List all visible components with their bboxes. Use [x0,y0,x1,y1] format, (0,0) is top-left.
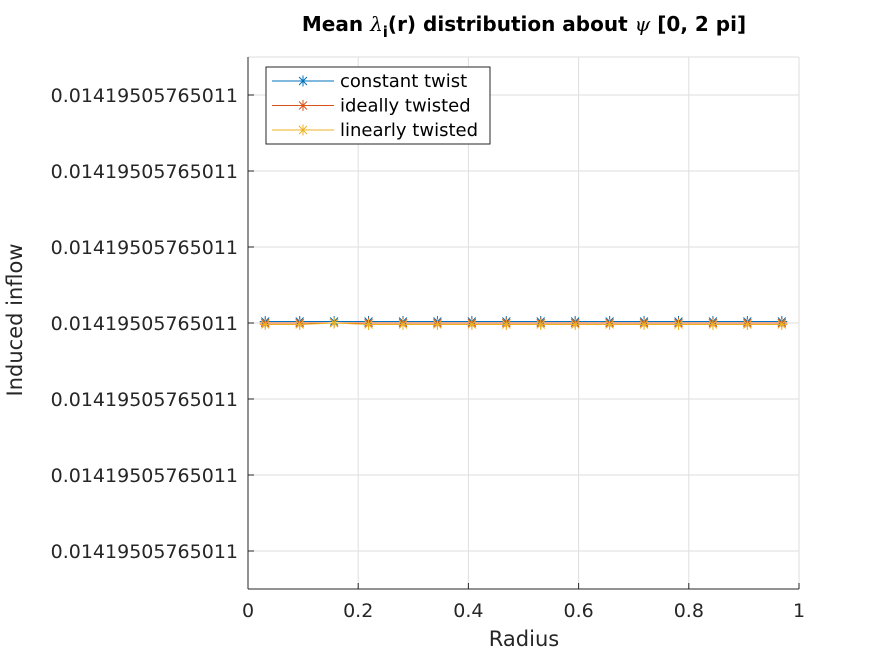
axes [247,57,800,590]
plot-lines [259,315,788,331]
chart-title: Mean λi(r) distribution about ψ [0, 2 pi… [302,12,746,41]
data-point [569,319,581,331]
y-tick-label: 0.01419505765011 [51,85,238,107]
data-point [328,317,340,329]
legend-label: linearly twisted [340,120,478,141]
y-tick-label: 0.01419505765011 [51,161,238,183]
series-constant-twist [259,315,788,327]
data-point [707,319,719,331]
legend-marker [297,75,309,87]
data-point [535,319,547,331]
data-point [604,319,616,331]
data-point [431,319,443,331]
data-point [294,319,306,331]
data-point [500,319,512,331]
y-tick-label: 0.01419505765011 [51,465,238,487]
legend-label: constant twist [340,71,467,92]
data-point [397,319,409,331]
x-tick-label: 0.6 [563,600,593,622]
data-point [363,319,375,331]
y-axis-label: Induced inflow [3,243,27,396]
x-tick-label: 0.8 [674,600,704,622]
data-point [776,319,788,331]
series-linearly-twisted [259,317,788,331]
legend-entry: linearly twisted [272,120,478,141]
legend-entry: constant twist [272,71,467,92]
legend-marker [297,100,309,111]
y-tick-label: 0.01419505765011 [51,389,238,411]
data-point [672,319,684,331]
data-point [741,319,753,331]
y-tick-label: 0.01419505765011 [51,237,238,259]
y-tick-label: 0.01419505765011 [51,313,238,335]
x-tick-label: 0.2 [343,600,373,622]
y-tick-label: 0.01419505765011 [51,541,238,563]
x-axis-label: Radius [489,627,559,651]
legend: constant twist ideally twisted linearly tw… [265,66,491,145]
data-point [466,319,478,331]
x-tick-label: 1 [793,600,805,622]
x-tick-label: 0.4 [453,600,483,622]
series-line [265,322,782,326]
data-point [638,319,650,331]
tick-labels: 0 0.2 0.4 0.6 0.8 1 0.01419505765011 0.01419505… [51,85,805,622]
legend-marker [297,124,309,136]
legend-entry: ideally twisted [272,96,471,117]
data-point [259,319,271,331]
legend-label: ideally twisted [340,96,471,117]
x-tick-label: 0 [242,600,254,622]
